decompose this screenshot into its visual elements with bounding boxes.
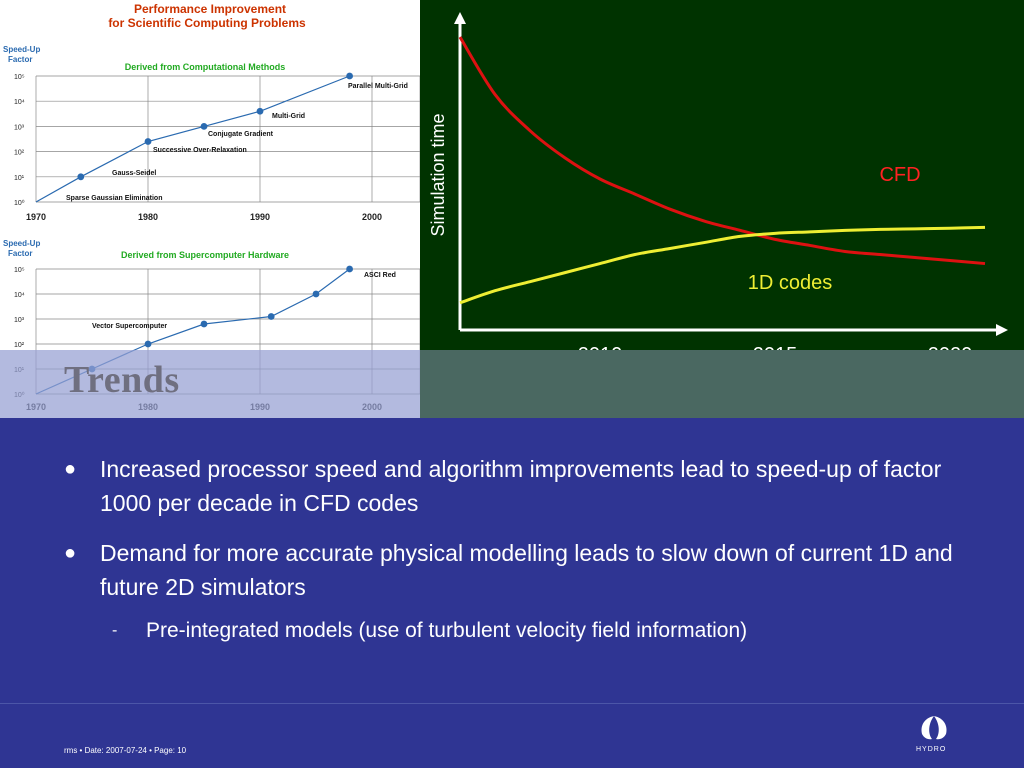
slide-title: Trends	[64, 359, 180, 401]
y-tick-label: 10³	[14, 124, 25, 131]
speedup-axis-label: Speed-Up	[3, 239, 40, 248]
x-tick-label: 1990	[250, 212, 270, 222]
bullet-item: ● Increased processor speed and algorith…	[62, 452, 962, 520]
x-tick-label: 1980	[138, 212, 158, 222]
y-tick-label: 10⁰	[14, 199, 25, 207]
y-tick-label: 10³	[14, 317, 25, 324]
title-band-left	[0, 350, 420, 418]
method-annotation: Multi-Grid	[272, 113, 305, 120]
speedup-data-point	[200, 320, 208, 328]
bullet-text: Demand for more accurate physical modell…	[100, 540, 953, 600]
method-annotation: Gauss-Seidel	[112, 170, 156, 177]
bullet-item: ● Demand for more accurate physical mode…	[62, 536, 962, 604]
method-annotation: Vector Supercomputer	[92, 323, 167, 330]
speedup-data-point	[200, 123, 208, 130]
sub-bullet-text: Pre-integrated models (use of turbulent …	[146, 619, 748, 642]
speedup-axis-label: Factor	[8, 249, 32, 258]
cfd-series-label: CFD	[879, 164, 920, 186]
bullet-list: ● Increased processor speed and algorith…	[62, 452, 962, 646]
y-tick-label: 10¹	[14, 175, 25, 182]
method-annotation: Parallel Multi-Grid	[348, 83, 408, 90]
figure-title-line-1: Performance Improvement	[134, 2, 286, 16]
figure-subtitle: Derived from Supercomputer Hardware	[121, 250, 289, 260]
y-axis-arrow	[454, 12, 466, 24]
cfd-series-line	[458, 36, 986, 266]
bullet-dot: ●	[64, 542, 77, 564]
bullet-text: Increased processor speed and algorithm …	[100, 456, 942, 516]
speedup-data-point	[312, 290, 320, 298]
speedup-axis-label: Factor	[8, 55, 32, 64]
footer-text: rms • Date: 2007-07-24 • Page: 10	[64, 746, 187, 755]
method-annotation: Sparse Gaussian Elimination	[66, 195, 162, 202]
title-band-right	[420, 350, 1024, 418]
method-annotation: Successive Over-Relaxation	[153, 147, 247, 154]
logo-wordmark: HYDRO	[916, 746, 947, 753]
y-tick-label: 10²	[14, 150, 25, 157]
figure-subtitle: Derived from Computational Methods	[125, 62, 286, 72]
speedup-data-point	[256, 107, 264, 115]
speedup-data-point	[144, 340, 152, 348]
sub-bullet-dash: -	[112, 622, 118, 639]
x-axis-arrow	[996, 324, 1008, 336]
hydro-logo-icon	[921, 716, 947, 742]
y-tick-label: 10⁵	[14, 267, 25, 274]
x-tick-label: 1970	[26, 212, 46, 222]
speedup-data-point	[144, 138, 152, 145]
y-tick-label: 10⁴	[14, 292, 25, 299]
method-annotation: Conjugate Gradient	[208, 131, 274, 138]
x-tick-label: 2000	[362, 212, 382, 222]
oned-series-line	[459, 225, 986, 305]
footer-divider	[0, 703, 1024, 704]
sub-bullet-item: - Pre-integrated models (use of turbulen…	[62, 616, 962, 646]
speedup-data-point	[267, 313, 275, 320]
speedup-data-point	[346, 265, 353, 273]
y-tick-label: 10²	[14, 342, 25, 349]
simulation-time-chart: Simulation time201020152020CFD1D codes	[420, 0, 1024, 418]
oned-series-label: 1D codes	[748, 272, 833, 294]
y-tick-label: 10⁵	[14, 74, 25, 81]
y-tick-label: 10⁴	[14, 99, 25, 106]
figure-title-line-2: for Scientific Computing Problems	[108, 16, 306, 30]
speedup-figure: Performance Improvement for Scientific Co…	[0, 0, 420, 418]
speedup-data-point	[346, 72, 353, 80]
speedup-data-point	[77, 173, 85, 181]
method-annotation: ASCI Red	[364, 272, 396, 279]
y-axis-label: Simulation time	[428, 113, 448, 236]
speedup-series-line	[35, 75, 350, 203]
speedup-axis-label: Speed-Up	[3, 45, 40, 54]
bullet-dot: ●	[64, 458, 77, 480]
